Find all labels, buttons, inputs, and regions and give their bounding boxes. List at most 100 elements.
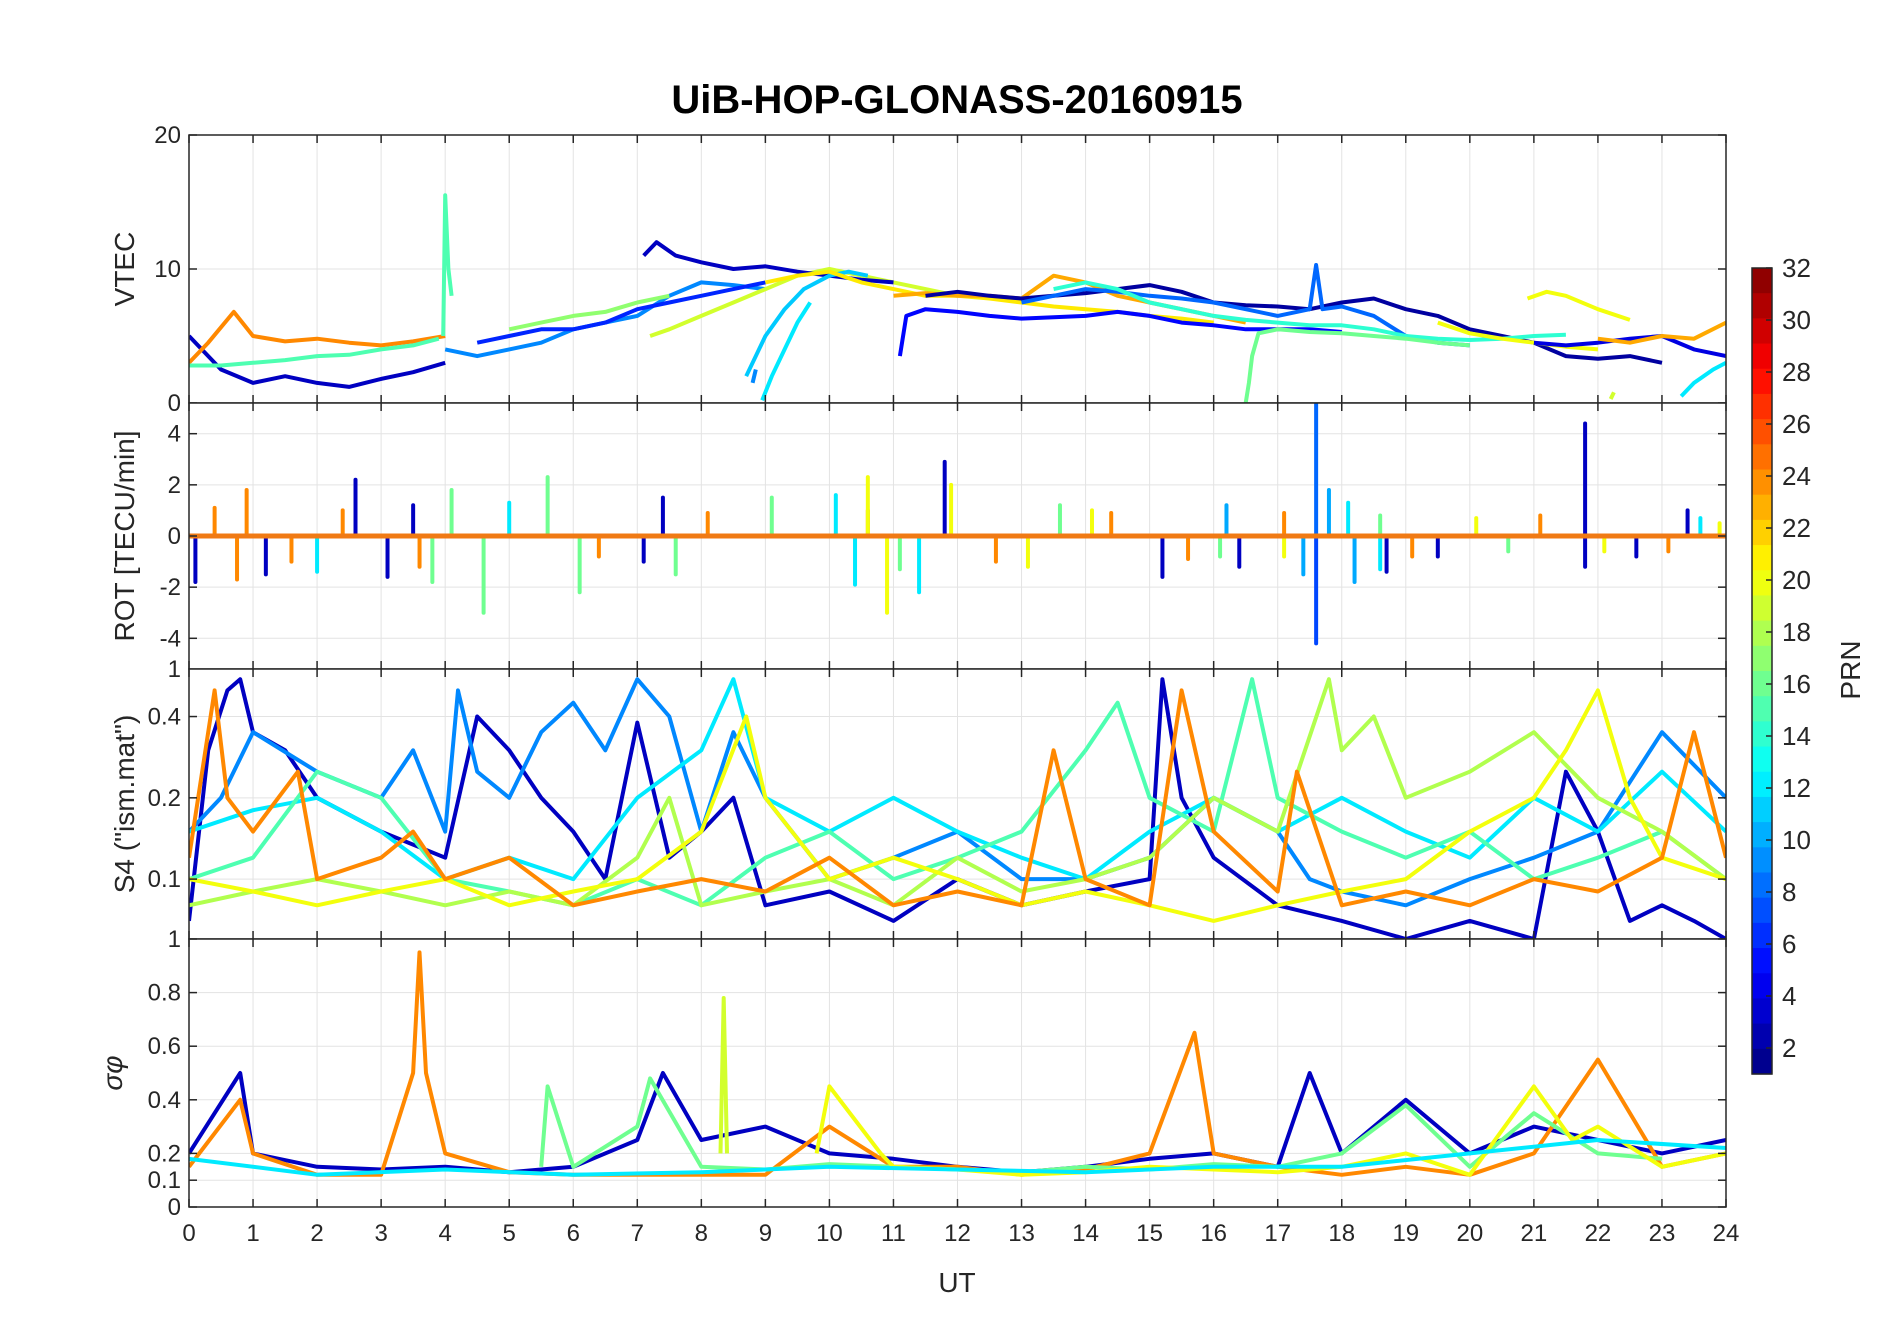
y-tick-label: -4 xyxy=(160,625,181,652)
colorbar-tick-label: 4 xyxy=(1782,981,1796,1011)
colorbar-label: PRN xyxy=(1835,640,1866,699)
y-tick-label: 2 xyxy=(168,472,181,499)
colorbar-swatch xyxy=(1752,998,1772,1025)
series-line-prn-20 xyxy=(1437,320,1599,352)
colorbar-swatch xyxy=(1752,771,1772,798)
x-axis-label: UT xyxy=(938,1267,975,1298)
series-line-prn-4 xyxy=(1533,334,1726,359)
series-line-prn-24 xyxy=(189,309,446,365)
colorbar-tick-label: 8 xyxy=(1782,877,1796,907)
x-tick-label: 2 xyxy=(310,1220,323,1247)
colorbar-swatch xyxy=(1752,1023,1772,1050)
colorbar-tick-label: 22 xyxy=(1782,513,1811,543)
colorbar-swatch xyxy=(1752,368,1772,395)
series-line-prn-6 xyxy=(476,280,766,345)
x-tick-label: 22 xyxy=(1585,1220,1612,1247)
series-line-prn-24 xyxy=(189,950,1726,1177)
colorbar-swatch xyxy=(1752,519,1772,546)
y-axis-label: VTEC xyxy=(109,232,140,307)
colorbar-swatch xyxy=(1752,620,1772,647)
series-line-prn-14 xyxy=(1053,280,1566,342)
y-tick-label: 0.6 xyxy=(148,1033,181,1060)
colorbar-swatch xyxy=(1752,796,1772,823)
y-tick-label: 0.2 xyxy=(148,1140,181,1167)
series-line-prn-5 xyxy=(897,307,1342,357)
x-tick-label: 9 xyxy=(759,1220,772,1247)
colorbar-tick-label: 16 xyxy=(1782,669,1811,699)
series-line-prn-23 xyxy=(1597,320,1726,345)
colorbar-swatch xyxy=(1752,696,1772,722)
x-tick-label: 13 xyxy=(1008,1220,1035,1247)
y-axis-label: S4 ("ism.mat") xyxy=(109,715,140,894)
x-tick-label: 23 xyxy=(1649,1220,1676,1247)
panel-S4: 0.1 0.2 0.4 1 S4 ("ism.mat") xyxy=(109,656,1727,940)
y-axis-label: σφ xyxy=(97,1055,128,1090)
y-tick-label: 0.1 xyxy=(148,866,181,893)
colorbar-swatch xyxy=(1752,948,1772,974)
series-line-prn-15 xyxy=(189,336,440,368)
y-axis-label: ROT [TECU/min] xyxy=(109,430,140,641)
series-group xyxy=(189,403,1726,646)
colorbar-tick-label: 20 xyxy=(1782,565,1811,595)
colorbar-tick-label: 26 xyxy=(1782,409,1811,439)
x-tick-label: 7 xyxy=(631,1220,644,1247)
y-tick-label: 4 xyxy=(168,421,181,448)
y-tick-label: 20 xyxy=(154,122,181,149)
x-tick-label: 11 xyxy=(881,1220,906,1247)
x-tick-label: 17 xyxy=(1264,1220,1291,1247)
x-tick-label: 3 xyxy=(374,1220,387,1247)
x-tick-label: 16 xyxy=(1200,1220,1227,1247)
x-tick-label: 6 xyxy=(567,1220,580,1247)
series-group xyxy=(189,193,1726,403)
colorbar-tick-label: 10 xyxy=(1782,825,1811,855)
series-line-prn-9 xyxy=(750,369,758,384)
colorbar-swatch xyxy=(1752,897,1772,924)
x-tick-label: 8 xyxy=(695,1220,708,1247)
colorbar-tick-label: 30 xyxy=(1782,305,1811,335)
y-tick-label: 1 xyxy=(168,926,181,953)
colorbar-swatch xyxy=(1752,872,1772,899)
colorbar-swatch xyxy=(1752,645,1772,672)
series-line-prn-12 xyxy=(1679,361,1726,398)
colorbar-frame xyxy=(1751,267,1773,1075)
colorbar-tick-label: 6 xyxy=(1782,929,1796,959)
y-tick-label: 0.8 xyxy=(148,980,181,1007)
series-group xyxy=(189,950,1726,1177)
colorbar-swatch xyxy=(1752,268,1772,294)
colorbar-swatch xyxy=(1752,293,1772,319)
colorbar-tick-label: 28 xyxy=(1782,357,1811,387)
colorbar-swatch xyxy=(1752,822,1772,848)
colorbar-swatch xyxy=(1752,721,1772,748)
colorbar-swatch xyxy=(1752,746,1772,773)
series-line-prn-19 xyxy=(718,996,729,1154)
y-tick-label: 0 xyxy=(168,1194,181,1221)
x-tick-label: 10 xyxy=(816,1220,843,1247)
y-tick-label: 0.4 xyxy=(148,1087,181,1114)
series-line-prn-15 xyxy=(189,677,1726,908)
colorbar-tick-label: 18 xyxy=(1782,617,1811,647)
series-line-prn-16 xyxy=(1243,327,1470,403)
colorbar-swatch xyxy=(1752,545,1772,571)
series-line-prn-20 xyxy=(189,688,1726,923)
colorbar-swatch xyxy=(1752,494,1772,521)
colorbar-tick-label: 12 xyxy=(1782,773,1811,803)
series-line-prn-17 xyxy=(508,293,670,332)
x-tick-label: 5 xyxy=(503,1220,516,1247)
series-line-prn-8 xyxy=(1021,263,1470,348)
x-tick-label: 24 xyxy=(1713,1220,1740,1247)
x-tick-label: 14 xyxy=(1072,1220,1099,1247)
colorbar-swatch xyxy=(1752,671,1772,697)
panel-ROT: -4 -2 0 2 4 ROT [TECU/min] xyxy=(109,402,1727,670)
colorbar-swatch xyxy=(1752,922,1772,949)
y-tick-label: 10 xyxy=(154,256,181,283)
colorbar-swatch xyxy=(1752,393,1772,420)
figure-title: UiB-HOP-GLONASS-20160915 xyxy=(671,78,1242,122)
x-tick-label: 12 xyxy=(944,1220,971,1247)
colorbar-swatch xyxy=(1752,318,1772,345)
colorbar-swatch xyxy=(1752,444,1772,471)
x-tick-label: 20 xyxy=(1456,1220,1483,1247)
y-tick-label: 0 xyxy=(168,523,181,550)
